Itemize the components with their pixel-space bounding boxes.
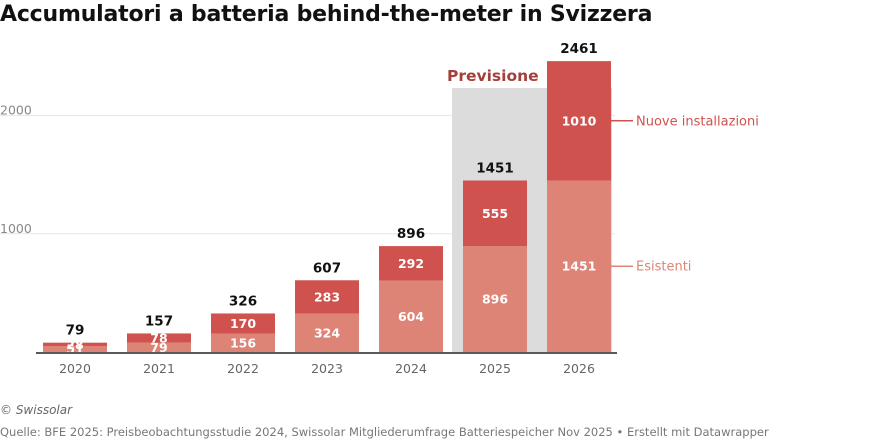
segment-value-label: 1010 [562,113,597,128]
total-label: 1451 [476,160,514,176]
x-tick-label: 2023 [311,361,343,376]
x-tick-label: 2021 [143,361,175,376]
total-label: 79 [66,323,85,339]
bar-existing-2026 [547,180,611,352]
x-tick-label: 2024 [395,361,427,376]
credit-text: © Swissolar [0,403,73,417]
bar-existing-2020 [43,345,107,352]
segment-value-label: 555 [482,206,508,221]
bar-new-2023 [295,280,359,314]
bar-existing-2021 [127,342,191,352]
total-label: 2461 [560,41,598,57]
bar-existing-2024 [379,280,443,352]
bars-layer [43,61,611,352]
bar-new-2025 [463,180,527,247]
segment-value-label: 324 [314,325,340,340]
segment-value-label: 170 [230,316,256,331]
chart-title: Accumulatori a batteria behind-the-meter… [0,2,653,27]
x-tick-label: 2022 [227,361,259,376]
forecast-label: Previsione [447,67,539,85]
bar-new-2024 [379,246,443,281]
segment-value-label: 604 [398,309,424,324]
total-label: 326 [229,293,257,309]
segment-value-label: 283 [314,289,340,304]
x-axis: 2020 2021 2022 2023 2024 2025 2026 [36,352,617,376]
y-tick-label: 2000 [0,103,32,118]
bar-existing-2022 [211,333,275,352]
total-label: 896 [397,226,425,242]
segment-value-label: 1451 [562,259,597,274]
bar-new-2022 [211,313,275,334]
total-label: 157 [145,313,173,329]
y-tick-label: 1000 [0,221,32,236]
x-tick-label: 2026 [563,361,595,376]
bar-new-2020 [43,342,107,346]
legend-label-new: Nuove installazioni [636,114,759,129]
bar-new-2026 [547,61,611,181]
segment-value-label: 79 [150,340,167,355]
bar-new-2021 [127,333,191,343]
total-label: 607 [313,260,341,276]
segment-value-label: 28 [66,337,83,352]
segment-value-label: 896 [482,292,508,307]
bar-existing-2023 [295,313,359,352]
segment-value-label: 156 [230,335,256,350]
x-tick-label: 2020 [59,361,91,376]
legend: Esistenti Nuove installazioni [611,114,759,275]
forecast-label-bg [446,64,542,86]
bar-existing-2025 [463,246,527,352]
segment-value-label: 292 [398,256,424,271]
legend-label-existing: Esistenti [636,260,691,275]
segment-value-label: 78 [150,331,167,346]
source-text: Quelle: BFE 2025: Preisbeobachtungsstudi… [0,425,769,439]
x-tick-label: 2025 [479,361,511,376]
